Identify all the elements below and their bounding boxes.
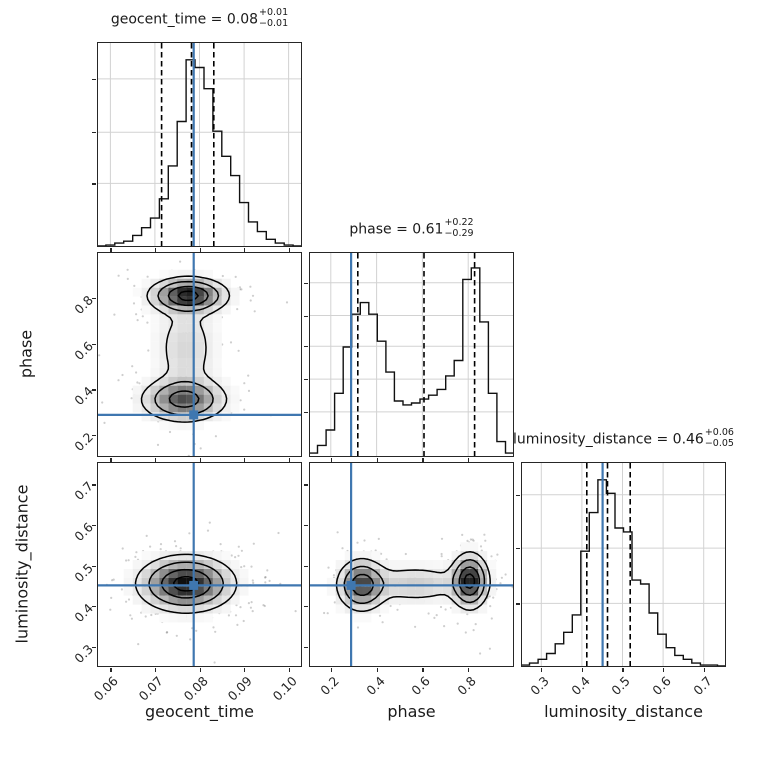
x-axis-label-phase: phase <box>387 702 436 721</box>
phase-title-errors: +0.22 −0.29 <box>444 217 474 239</box>
geocent-time-title: geocent_time = 0.08 +0.01 −0.01 <box>110 7 289 30</box>
density-panel-geocent_time-vs-luminosity_distance <box>97 462 302 667</box>
x-tick <box>376 458 378 462</box>
x-tick <box>541 668 543 672</box>
phase-title: phase = 0.61 +0.22 −0.29 <box>349 217 474 240</box>
y-tick <box>92 389 96 391</box>
hist-panel-geocent_time <box>97 42 302 247</box>
geocent-time-title-value: geocent_time = 0.08 <box>110 11 259 28</box>
y-tick <box>304 606 308 608</box>
luminosity-distance-title-value: luminosity_distance = 0.46 <box>513 431 704 448</box>
y-tick <box>516 603 520 605</box>
x-tick <box>663 668 665 672</box>
y-tick <box>304 282 308 284</box>
x-tick <box>376 668 378 672</box>
x-axis-label-geocent-time: geocent_time <box>145 702 254 721</box>
y-tick <box>92 78 96 81</box>
y-tick <box>92 565 96 567</box>
x-tick <box>199 458 201 462</box>
x-tick <box>468 668 470 672</box>
x-tick <box>199 668 201 672</box>
y-tick <box>304 346 308 348</box>
y-tick <box>304 524 308 527</box>
y-tick <box>92 484 96 486</box>
y-tick <box>92 343 96 345</box>
x-tick <box>422 458 424 462</box>
y-tick <box>92 435 96 437</box>
y-tick <box>92 646 96 648</box>
luminosity-distance-title-errors: +0.06 −0.05 <box>704 427 734 449</box>
hist-panel-phase <box>309 252 514 457</box>
luminosity-distance-lower-error: −0.05 <box>704 437 734 449</box>
geocent-time-lower-error: −0.01 <box>259 17 289 29</box>
x-tick <box>422 668 424 672</box>
x-tick <box>154 458 157 462</box>
x-tick <box>581 668 584 672</box>
phase-lower-error: −0.29 <box>444 227 474 239</box>
x-tick <box>244 668 246 672</box>
luminosity-distance-upper-error: +0.06 <box>704 427 734 438</box>
y-tick <box>92 297 96 299</box>
x-tick <box>244 458 246 462</box>
y-tick <box>92 183 96 185</box>
x-tick <box>288 668 290 672</box>
y-tick <box>92 606 96 608</box>
x-tick <box>244 248 246 252</box>
y-tick <box>304 411 308 414</box>
x-tick <box>110 668 112 672</box>
phase-upper-error: +0.22 <box>444 217 474 228</box>
phase-title-value: phase = 0.61 <box>349 221 444 238</box>
x-tick <box>703 668 705 672</box>
x-tick <box>110 248 112 252</box>
y-tick <box>92 132 96 134</box>
x-tick <box>154 248 157 252</box>
y-tick <box>304 315 308 317</box>
y-tick <box>304 646 308 648</box>
y-tick <box>92 524 96 527</box>
luminosity-distance-title: luminosity_distance = 0.46 +0.06 −0.05 <box>513 427 734 450</box>
x-tick <box>622 668 624 672</box>
y-axis-label-luminosity-distance: luminosity_distance <box>12 484 32 644</box>
x-tick <box>330 668 332 672</box>
y-tick <box>304 379 308 381</box>
x-tick <box>199 248 201 252</box>
x-tick <box>154 668 157 672</box>
geocent-time-upper-error: +0.01 <box>259 7 289 18</box>
x-tick <box>110 458 112 462</box>
x-tick <box>288 458 290 462</box>
x-axis-label-luminosity-distance: luminosity_distance <box>544 702 703 721</box>
x-tick <box>468 458 470 462</box>
hist-panel-luminosity_distance <box>521 462 726 667</box>
density-panel-geocent_time-vs-phase <box>97 252 302 457</box>
x-tick <box>288 248 290 252</box>
x-tick <box>330 458 332 462</box>
y-tick <box>304 565 308 567</box>
density-panel-phase-vs-luminosity_distance <box>309 462 514 667</box>
y-tick <box>516 494 520 496</box>
geocent-time-title-errors: +0.01 −0.01 <box>259 7 289 29</box>
y-tick <box>304 484 308 486</box>
y-axis-label-phase: phase <box>16 329 36 379</box>
y-tick <box>516 548 520 550</box>
